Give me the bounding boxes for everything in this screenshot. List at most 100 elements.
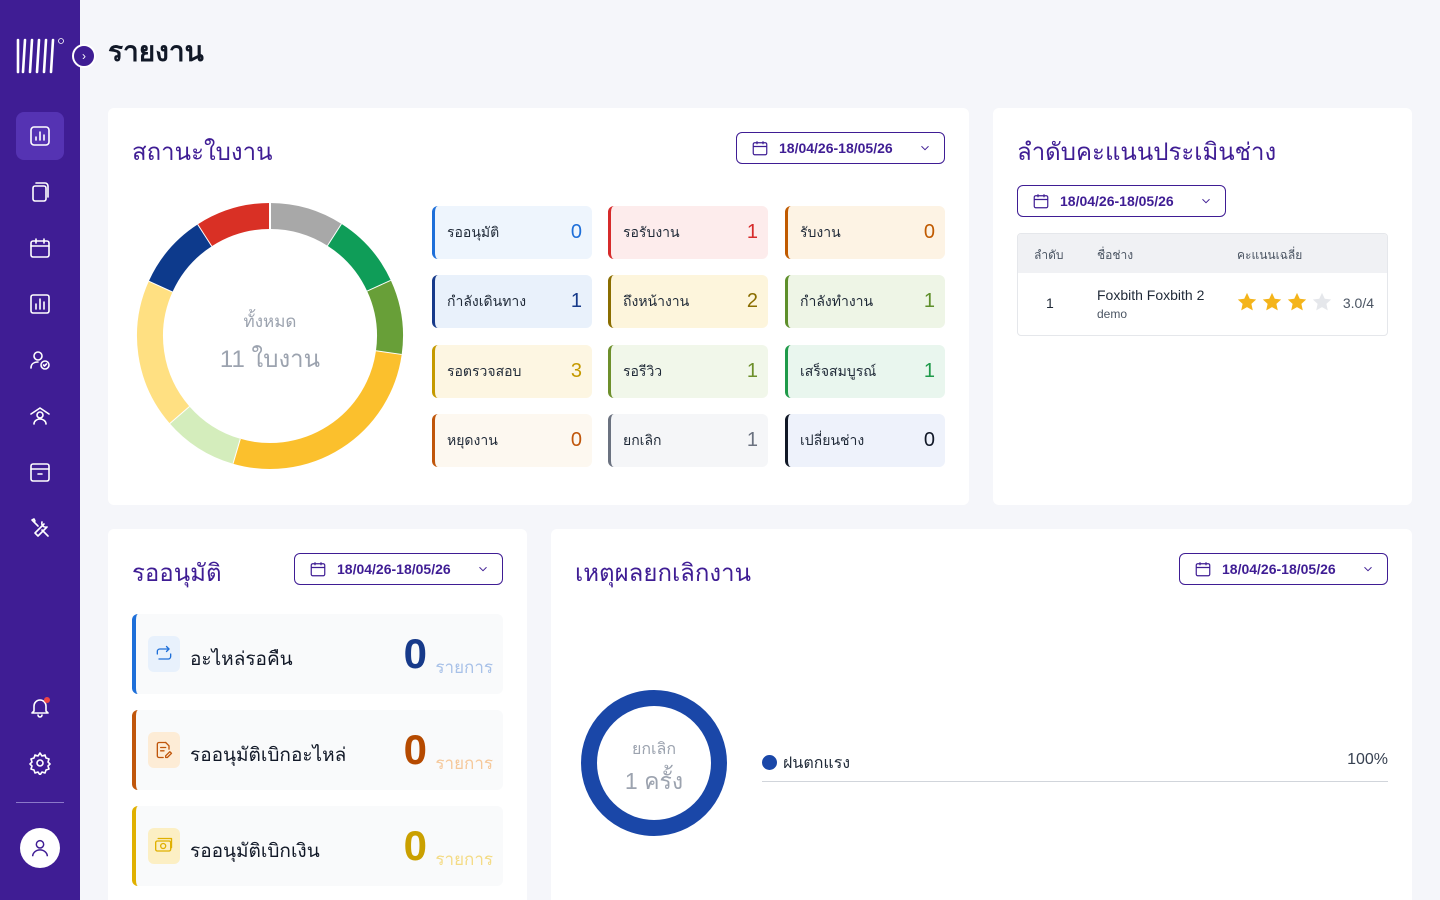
rank-date-picker[interactable]: 18/04/26-18/05/26: [1017, 185, 1226, 217]
pending-item-label: รออนุมัติเบิกอะไหล่: [190, 745, 347, 766]
page-title: รายงาน: [108, 36, 204, 67]
status-tile-label: เสร็จสมบูรณ์: [800, 362, 877, 379]
donut-segment[interactable]: [137, 280, 190, 424]
nav-user-check[interactable]: [16, 336, 64, 384]
nav-calendar[interactable]: [16, 224, 64, 272]
status-tile[interactable]: กำลังทำงาน 1: [785, 275, 945, 328]
donut-segment[interactable]: [198, 203, 271, 247]
technician-sub: demo: [1097, 307, 1128, 321]
status-tile[interactable]: กำลังเดินทาง 1: [432, 275, 592, 328]
status-card: สถานะใบงาน 18/04/26-18/05/26 ทั้งหมด 11 …: [108, 108, 969, 505]
status-tile-value: 0: [923, 221, 935, 243]
pending-item-label: อะไหล่รอคืน: [190, 649, 293, 670]
legend-item: ฝนตกแรง 100%: [762, 749, 1388, 782]
money-icon: [155, 837, 173, 852]
status-tile[interactable]: หยุดงาน 0: [432, 414, 592, 467]
cancel-donut-center: ยกเลิก 1 ครั้ง: [580, 737, 728, 800]
status-tile-value: 1: [923, 360, 935, 382]
status-tile[interactable]: รออนุมัติ 0: [432, 206, 592, 259]
status-tile[interactable]: เปลี่ยนช่าง 0: [785, 414, 945, 467]
calendar-icon: [1195, 562, 1211, 577]
status-tile-value: 1: [923, 290, 935, 312]
status-tile-label: รอรับงาน: [623, 223, 680, 240]
nav-notifications[interactable]: [16, 683, 64, 731]
nav-report[interactable]: [16, 112, 64, 160]
star-icon: [1237, 292, 1257, 311]
nav-documents[interactable]: [16, 168, 64, 216]
rank-card: ลำดับคะแนนประเมินช่าง 18/04/26-18/05/26: [993, 108, 1412, 505]
rank-table-header: ลำดับ ชื่อช่าง คะแนนเฉลี่ย: [1018, 234, 1387, 273]
status-tile[interactable]: รอตรวจสอบ 3: [432, 345, 592, 398]
pending-item[interactable]: รออนุมัติเบิกเงิน 0 รายการ: [132, 806, 503, 886]
legend-dot: [762, 755, 777, 770]
status-tile-label: ถึงหน้างาน: [623, 292, 690, 309]
chart-icon: [30, 294, 50, 314]
total-label: ทั้งหมด: [243, 312, 297, 331]
donut-segment[interactable]: [149, 224, 213, 292]
pending-item-count: 0: [403, 822, 427, 869]
segment-separator: [168, 405, 190, 424]
donut-segment[interactable]: [269, 203, 342, 247]
status-tile[interactable]: ยกเลิก 1: [608, 414, 768, 467]
status-tile-value: 0: [570, 429, 582, 451]
cancel-center-label: ยกเลิก: [631, 741, 677, 758]
tools-icon: [31, 518, 49, 537]
nav-archive[interactable]: [16, 448, 64, 496]
calendar-icon: [310, 562, 326, 577]
donut-segment[interactable]: [169, 405, 241, 464]
status-date-picker[interactable]: 18/04/26-18/05/26: [736, 132, 945, 164]
pending-item[interactable]: รออนุมัติเบิกอะไหล่ 0 รายการ: [132, 710, 503, 790]
legend-percent: 100%: [1347, 751, 1388, 768]
gear-icon: [29, 752, 51, 775]
chevron-right-icon: ›: [82, 49, 86, 63]
total-value: 11 ใบงาน: [219, 346, 321, 373]
rank-table: ลำดับ ชื่อช่าง คะแนนเฉลี่ย 1 Foxbith Fox…: [1017, 233, 1388, 336]
nav-team[interactable]: [16, 392, 64, 440]
score-header: คะแนนเฉลี่ย: [1237, 248, 1303, 262]
chevron-down-icon: [479, 566, 487, 572]
user-icon: [31, 839, 49, 857]
status-tile-label: กำลังทำงาน: [800, 292, 874, 309]
donut-segment[interactable]: [327, 224, 391, 292]
cancel-center-value: 1 ครั้ง: [624, 768, 684, 794]
brand-logo: [16, 38, 64, 74]
pending-item-unit: รายการ: [435, 658, 493, 677]
sidebar-divider: [16, 802, 64, 803]
status-tile-label: รออนุมัติ: [447, 223, 500, 240]
pending-date-picker[interactable]: 18/04/26-18/05/26: [294, 553, 503, 585]
date-range: 18/04/26-18/05/26: [1222, 561, 1336, 577]
status-tile-value: 1: [746, 221, 758, 243]
status-tile[interactable]: ถึงหน้างาน 2: [608, 275, 768, 328]
nav-settings[interactable]: [16, 739, 64, 787]
donut-segment[interactable]: [367, 280, 403, 355]
status-tile-value: 0: [570, 221, 582, 243]
date-range: 18/04/26-18/05/26: [337, 561, 451, 577]
pending-item-icon-box: [148, 732, 180, 768]
legend-label: ฝนตกแรง: [783, 755, 851, 772]
sidebar-toggle-button[interactable]: ›: [72, 44, 96, 68]
pending-item[interactable]: อะไหล่รอคืน 0 รายการ: [132, 614, 503, 694]
calendar-icon: [30, 238, 50, 258]
cancel-date-picker[interactable]: 18/04/26-18/05/26: [1179, 553, 1388, 585]
donut-segment[interactable]: [232, 350, 402, 469]
report-icon: [30, 126, 50, 146]
status-tile[interactable]: รอรีวิว 1: [608, 345, 768, 398]
rank-number: 1: [1046, 295, 1054, 311]
status-tile[interactable]: เสร็จสมบูรณ์ 1: [785, 345, 945, 398]
status-tile-label: รอรีวิว: [623, 362, 663, 379]
nav-chart[interactable]: [16, 280, 64, 328]
donut-ring: [581, 690, 727, 836]
status-tile[interactable]: รับงาน 0: [785, 206, 945, 259]
archive-icon: [30, 463, 50, 482]
table-row[interactable]: 1 Foxbith Foxbith 2 demo 3.0/4: [1018, 273, 1387, 335]
calendar-icon: [752, 141, 768, 156]
star-icon: [1312, 292, 1332, 311]
status-tile-value: 2: [746, 290, 758, 312]
nav-tools[interactable]: [16, 504, 64, 552]
user-avatar[interactable]: [20, 828, 60, 868]
documents-icon: [32, 182, 49, 202]
chevron-down-icon: [1364, 566, 1372, 572]
status-tile[interactable]: รอรับงาน 1: [608, 206, 768, 259]
status-tile-label: เปลี่ยนช่าง: [800, 431, 865, 448]
date-range: 18/04/26-18/05/26: [1060, 193, 1174, 209]
